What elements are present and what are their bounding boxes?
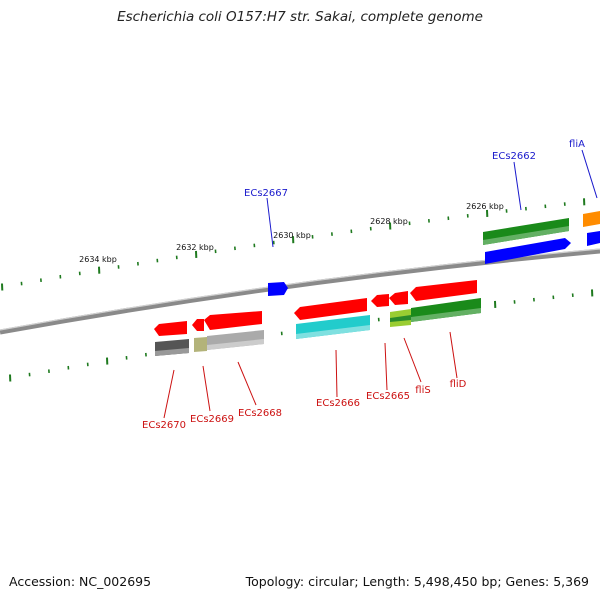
leader-fliD	[449, 331, 458, 379]
reverse-strand-genes	[154, 280, 481, 356]
scale-label-2634: 2634 kbp	[79, 255, 117, 264]
gene-ECs2667-arrow	[268, 282, 288, 296]
gene-label-ECs2668: ECs2668	[238, 408, 282, 419]
gene-ECs2666-cyan-shade	[296, 325, 370, 339]
gene-green-bar-shade	[483, 226, 569, 245]
leader-ECs2667	[266, 197, 274, 248]
gene-label-ECs2669: ECs2669	[190, 414, 234, 425]
leader-lines-bottom	[163, 331, 458, 419]
gene-fliS-red	[389, 291, 408, 305]
scale-label-2632: 2632 kbp	[176, 243, 214, 252]
leader-ECs2669	[202, 365, 211, 412]
gene-labels-top: ECs2667 ECs2662 fliA	[244, 139, 585, 199]
gene-ECs2668-red	[204, 311, 262, 330]
gene-fliD-green-shade	[411, 308, 481, 322]
gene-ECs2669-red	[192, 319, 204, 331]
gene-label-fliS: fliS	[415, 385, 430, 396]
scale-label-2628: 2628 kbp	[370, 217, 408, 226]
gene-fliD-red	[410, 280, 477, 301]
gene-ECs2666-red	[294, 298, 367, 320]
leader-lines-top	[266, 149, 598, 248]
gene-ECs2669-olive	[194, 337, 207, 352]
gene-ECs2665-red	[371, 294, 389, 307]
gene-ECs2670-gray-shade	[155, 348, 189, 356]
leader-ECs2668	[237, 361, 257, 406]
gene-label-ECs2666: ECs2666	[316, 398, 360, 409]
gene-label-fliD: fliD	[450, 379, 467, 390]
gene-label-ECs2670: ECs2670	[142, 420, 186, 431]
leader-ECs2665	[384, 342, 388, 391]
gene-blue-arrow-forward	[485, 238, 571, 264]
gene-label-ECs2665: ECs2665	[366, 391, 410, 402]
scale-ticks-outer	[1, 198, 586, 291]
gene-ECs2670-red	[154, 321, 187, 336]
gene-label-fliA: fliA	[569, 139, 585, 150]
gene-labels-bottom: ECs2670 ECs2669 ECs2668 ECs2666 ECs2665 …	[142, 379, 467, 431]
scale-labels: 2634 kbp 2632 kbp 2630 kbp 2628 kbp 2626…	[79, 202, 504, 264]
map-title: Escherichia coli O157:H7 str. Sakai, com…	[117, 9, 483, 25]
gene-label-ECs2667: ECs2667	[244, 188, 288, 199]
leader-fliA	[581, 149, 598, 199]
scale-label-2626: 2626 kbp	[466, 202, 504, 211]
gene-fliA-blue	[587, 231, 600, 246]
gene-fliA-orange	[583, 211, 600, 227]
leader-ECs2670	[163, 369, 175, 419]
scale-label-2630: 2630 kbp	[273, 231, 311, 240]
leader-fliS	[403, 337, 422, 383]
forward-strand-genes	[268, 211, 600, 296]
gene-ECs2668-gray-shade	[207, 339, 264, 350]
genome-summary-text: Topology: circular; Length: 5,498,450 bp…	[245, 574, 589, 589]
gene-fliS-stripe	[390, 315, 411, 322]
gene-label-ECs2662: ECs2662	[492, 151, 536, 162]
accession-text: Accession: NC_002695	[9, 574, 152, 589]
leader-ECs2666	[335, 349, 338, 398]
leader-ECs2662	[513, 161, 522, 211]
backbone-line	[0, 248, 600, 335]
